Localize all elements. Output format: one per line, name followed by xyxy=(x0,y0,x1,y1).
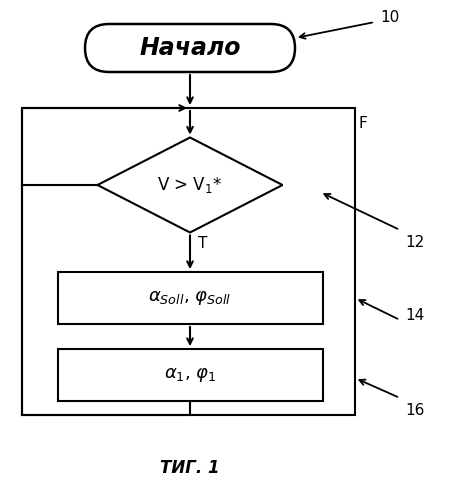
Text: 14: 14 xyxy=(405,308,424,322)
Text: $\alpha_{Soll}$, $\varphi_{Soll}$: $\alpha_{Soll}$, $\varphi_{Soll}$ xyxy=(149,289,232,307)
Polygon shape xyxy=(98,138,283,232)
Text: 10: 10 xyxy=(380,10,399,24)
Text: 12: 12 xyxy=(405,235,424,250)
Text: V > V$_1$*: V > V$_1$* xyxy=(157,175,223,195)
Bar xyxy=(57,349,323,401)
Text: $\alpha_1$, $\varphi_1$: $\alpha_1$, $\varphi_1$ xyxy=(164,366,216,384)
Text: T: T xyxy=(198,236,207,252)
FancyBboxPatch shape xyxy=(85,24,295,72)
Text: Начало: Начало xyxy=(139,36,241,60)
Bar xyxy=(22,108,355,415)
Text: F: F xyxy=(359,116,368,131)
Bar xyxy=(57,272,323,324)
Text: 16: 16 xyxy=(405,403,425,418)
Text: ΤИГ. 1: ΤИГ. 1 xyxy=(160,459,220,477)
